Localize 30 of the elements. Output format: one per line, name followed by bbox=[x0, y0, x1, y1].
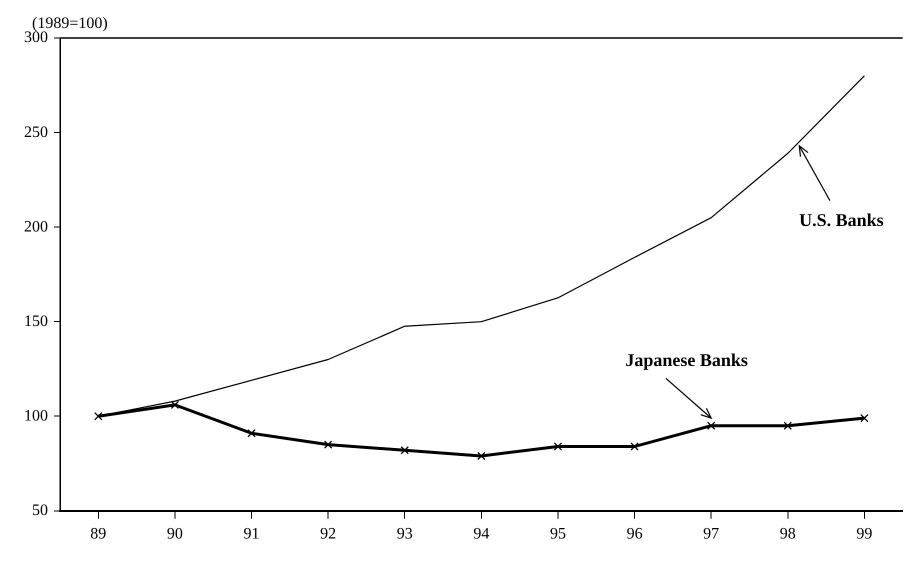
x-tick-label: 95 bbox=[550, 526, 566, 543]
point bbox=[860, 414, 869, 422]
x-tick-label: 96 bbox=[626, 526, 643, 543]
x-tick-label: 99 bbox=[856, 526, 872, 543]
x-tick-label: 91 bbox=[244, 526, 260, 543]
y-axis-title: (1989=100) bbox=[32, 15, 108, 32]
point bbox=[247, 429, 256, 438]
point bbox=[400, 446, 409, 454]
y-tick-label: 150 bbox=[24, 312, 48, 330]
x-tick-label: 97 bbox=[703, 526, 720, 543]
x-tick-label: 92 bbox=[320, 526, 336, 543]
point bbox=[324, 440, 332, 449]
y-tick-label: 50 bbox=[32, 502, 48, 520]
point bbox=[94, 412, 102, 420]
y-tick-label: 250 bbox=[24, 124, 48, 141]
point bbox=[554, 442, 562, 451]
point bbox=[630, 442, 639, 451]
point bbox=[170, 400, 180, 410]
y-tick-label: 100 bbox=[24, 407, 48, 424]
point bbox=[784, 422, 792, 430]
point bbox=[706, 422, 716, 430]
y-tick-label: 200 bbox=[24, 218, 48, 236]
x-tick-label: 89 bbox=[90, 526, 106, 543]
x-tick-label: 98 bbox=[780, 526, 796, 543]
point bbox=[477, 452, 486, 460]
x-tick-label: 94 bbox=[473, 526, 490, 543]
x-tick-label: 93 bbox=[396, 526, 413, 543]
text: U.S. Banks bbox=[799, 210, 884, 230]
text: Japanese Banks bbox=[625, 350, 748, 370]
x-tick-label: 90 bbox=[166, 526, 183, 543]
